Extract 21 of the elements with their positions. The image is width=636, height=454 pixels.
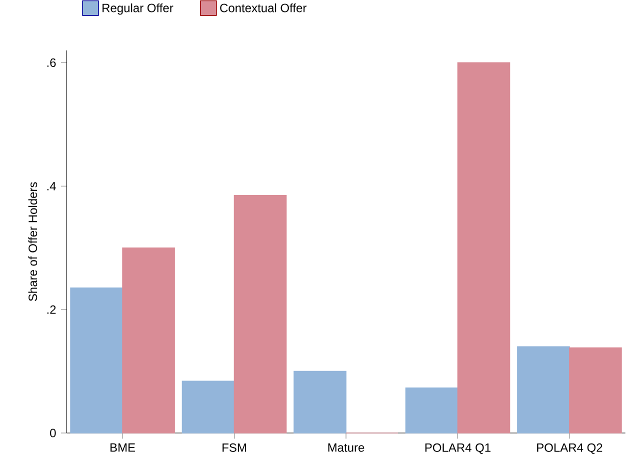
bar <box>405 388 458 434</box>
y-tick-label: .2 <box>47 305 56 314</box>
x-tick-label: FSM <box>222 443 246 452</box>
bar <box>122 247 175 434</box>
bar <box>517 346 570 434</box>
x-tick-label: POLAR4 Q2 <box>537 443 602 454</box>
bar <box>294 370 346 434</box>
x-tick-label: BME <box>110 443 136 452</box>
y-axis-title: Share of Offer Holders <box>28 182 38 302</box>
y-tick-label: .6 <box>47 58 56 67</box>
bar <box>457 62 510 434</box>
bar <box>569 347 622 434</box>
legend-label: Regular Offer <box>102 3 174 15</box>
x-tick-label: POLAR4 Q1 <box>425 443 490 454</box>
bar <box>182 380 235 434</box>
legend-label: Contextual Offer <box>220 3 306 12</box>
bar <box>234 194 287 434</box>
y-tick-label: 0 <box>50 428 56 438</box>
bar <box>70 288 123 434</box>
x-tick-label: Mature <box>328 443 364 452</box>
y-tick-label: .4 <box>47 182 56 190</box>
